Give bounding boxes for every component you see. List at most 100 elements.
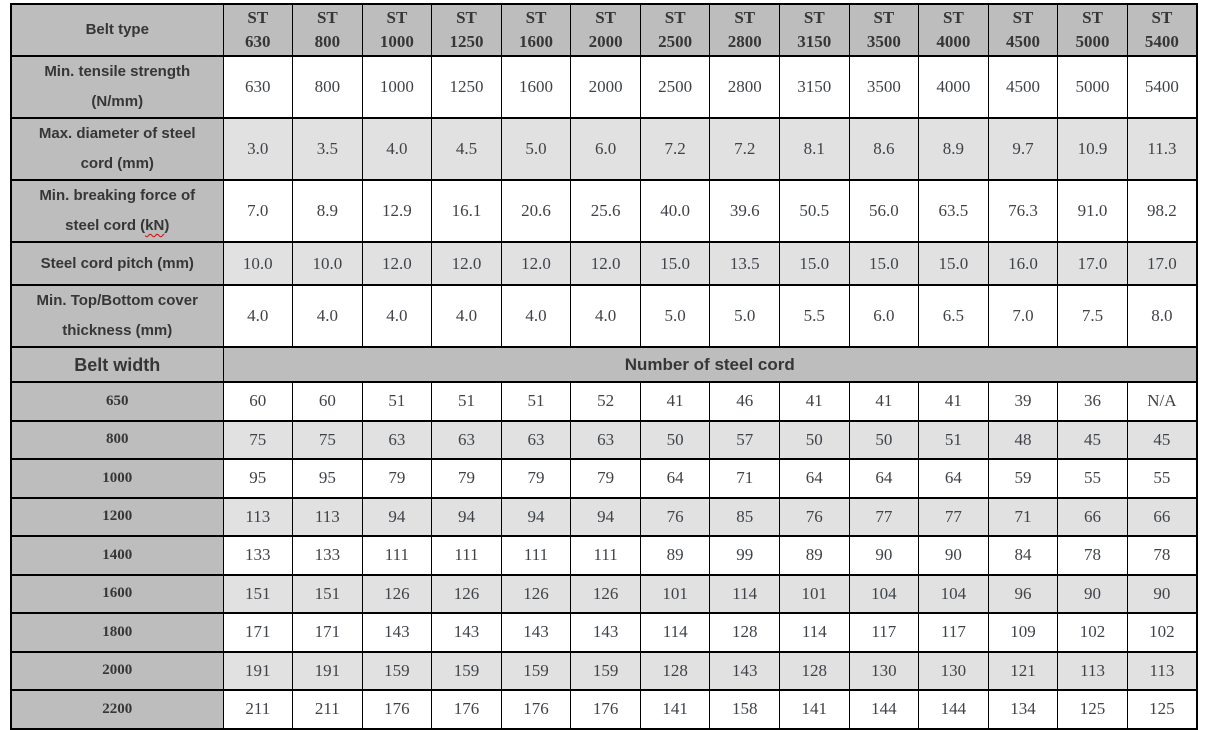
steel-cord-count-cell: 111 (570, 535, 641, 576)
steel-cord-count-cell: 94 (570, 496, 641, 537)
spec-row: Min. Top/Bottom cover thickness (mm) 4.0 4.… (10, 284, 1198, 348)
steel-cord-count-cell: 90 (918, 535, 989, 576)
steel-cord-count-cell: 94 (361, 496, 433, 537)
steel-cord-count-cell: 101 (639, 573, 711, 614)
steel-cord-count-cell: 76 (779, 496, 850, 537)
steel-cord-count-cell: 104 (918, 573, 989, 614)
steel-cord-count-cell: 48 (987, 419, 1059, 460)
spec-value-cell: 8.1 (779, 117, 850, 181)
steel-cord-count-cell: 130 (848, 650, 920, 691)
spec-value-cell: 5.5 (779, 284, 850, 348)
belt-type-column-header: ST 2500 (639, 3, 711, 57)
belt-width-row: 1200 113 113 94 94 94 94 76 85 76 77 77 71 66 66 (10, 496, 1198, 537)
steel-cord-count-cell: 134 (987, 689, 1059, 730)
spec-value-cell: 8.0 (1126, 284, 1198, 348)
steel-cord-count-cell: 176 (500, 689, 572, 730)
steel-cord-count-cell: 77 (918, 496, 989, 537)
spec-rows-body: Min. tensile strength (N/mm) 630 800 1000 125… (10, 55, 1198, 348)
belt-type-column-header: ST 1250 (431, 3, 502, 57)
steel-cord-count-cell: 64 (918, 458, 989, 499)
steel-cord-count-cell: 90 (848, 535, 920, 576)
steel-cord-count-cell: 143 (361, 612, 433, 653)
spec-value-cell: 39.6 (709, 179, 780, 243)
spec-value-cell: 1000 (361, 55, 433, 119)
misspelled-word-underline: kN (145, 217, 165, 234)
steel-cord-count-cell: 41 (848, 381, 920, 422)
spec-value-cell: 4.0 (570, 284, 641, 348)
belt-width-row: 2000 191 191 159 159 159 159 128 143 128 130 130 121… (10, 650, 1198, 691)
spec-value-cell: 1600 (500, 55, 572, 119)
spec-value-cell: 3150 (779, 55, 850, 119)
spec-value-cell: 15.0 (779, 241, 850, 286)
steel-cord-count-cell: 55 (1126, 458, 1198, 499)
spec-value-cell: 8.9 (918, 117, 989, 181)
spec-value-cell: 91.0 (1057, 179, 1128, 243)
belt-type-column-header: ST 2000 (570, 3, 641, 57)
steel-cord-count-cell: 109 (987, 612, 1059, 653)
steel-cord-count-cell: 46 (709, 381, 780, 422)
steel-cord-count-cell: 79 (570, 458, 641, 499)
belt-width-value: 1400 (10, 535, 224, 576)
spec-value-cell: 5000 (1057, 55, 1128, 119)
belt-type-column-header: ST 3150 (779, 3, 850, 57)
spec-value-cell: 12.9 (361, 179, 433, 243)
spec-value-cell: 800 (292, 55, 363, 119)
steel-cord-count-cell: 79 (361, 458, 433, 499)
steel-cord-count-cell: 63 (431, 419, 502, 460)
steel-cord-count-cell: 151 (292, 573, 363, 614)
spec-row-label: Min. breaking force of steel cord (kN) (10, 179, 224, 243)
steel-cord-count-cell: 50 (779, 419, 850, 460)
belt-width-row: 2200 211 211 176 176 176 176 141 158 141 144 144 134… (10, 689, 1198, 730)
steel-cord-count-cell: 84 (987, 535, 1059, 576)
spec-value-cell: 40.0 (639, 179, 711, 243)
steel-cord-count-cell: 176 (361, 689, 433, 730)
steel-cord-count-cell: 75 (292, 419, 363, 460)
steel-cord-count-cell: 63 (500, 419, 572, 460)
spec-value-cell: 3.5 (292, 117, 363, 181)
spec-row-label: Min. Top/Bottom cover thickness (mm) (10, 284, 224, 348)
steel-cord-count-cell: 66 (1126, 496, 1198, 537)
spec-row-label: Min. tensile strength (N/mm) (10, 55, 224, 119)
belt-type-column-header: ST 1000 (361, 3, 433, 57)
steel-cord-count-cell: 113 (292, 496, 363, 537)
steel-cord-count-cell: 79 (500, 458, 572, 499)
spec-value-cell: 630 (222, 55, 294, 119)
belt-width-value: 2200 (10, 689, 224, 730)
spec-value-cell: 5.0 (709, 284, 780, 348)
spec-value-cell: 13.5 (709, 241, 780, 286)
spec-value-cell: 12.0 (361, 241, 433, 286)
spec-value-cell: 56.0 (848, 179, 920, 243)
spec-value-cell: 15.0 (639, 241, 711, 286)
spec-value-cell: 5.0 (500, 117, 572, 181)
steel-cord-count-cell: 99 (709, 535, 780, 576)
spec-value-cell: 10.9 (1057, 117, 1128, 181)
belt-width-row: 1800 171 171 143 143 143 143 114 128 114 117 117 109… (10, 612, 1198, 653)
steel-cord-count-cell: 101 (779, 573, 850, 614)
steel-cord-count-cell: 95 (292, 458, 363, 499)
steel-cord-count-cell: 191 (222, 650, 294, 691)
belt-width-row: 650 60 60 51 51 51 52 41 46 41 41 41 39 36 N/A (10, 381, 1198, 422)
steel-cord-count-cell: 76 (639, 496, 711, 537)
belt-width-row: 1600 151 151 126 126 126 126 101 114 101 104 104 96 9… (10, 573, 1198, 614)
steel-cord-count-cell: 144 (848, 689, 920, 730)
steel-cord-count-cell: 77 (848, 496, 920, 537)
belt-width-row: 800 75 75 63 63 63 63 50 57 50 50 51 48 45 45 (10, 419, 1198, 460)
steel-cord-count-cell: 211 (222, 689, 294, 730)
spec-value-cell: 98.2 (1126, 179, 1198, 243)
spec-row-label: Max. diameter of steel cord (mm) (10, 117, 224, 181)
spec-value-cell: 11.3 (1126, 117, 1198, 181)
belt-type-column-header: ST 630 (222, 3, 294, 57)
belt-width-value: 1200 (10, 496, 224, 537)
steel-cord-count-cell: 96 (987, 573, 1059, 614)
belt-width-value: 1600 (10, 573, 224, 614)
belt-type-column-header: ST 5000 (1057, 3, 1128, 57)
spec-value-cell: 6.5 (918, 284, 989, 348)
spec-value-cell: 9.7 (987, 117, 1059, 181)
steel-cord-count-cell: 51 (918, 419, 989, 460)
steel-cord-belt-spec-table: Belt type ST 630 ST 800 ST 1000 ST 1250 ST 1600 ST… (10, 3, 1198, 730)
belt-width-value: 800 (10, 419, 224, 460)
spec-value-cell: 2500 (639, 55, 711, 119)
steel-cord-count-cell: N/A (1126, 381, 1198, 422)
steel-cord-count-cell: 133 (292, 535, 363, 576)
steel-cord-count-cell: 94 (500, 496, 572, 537)
